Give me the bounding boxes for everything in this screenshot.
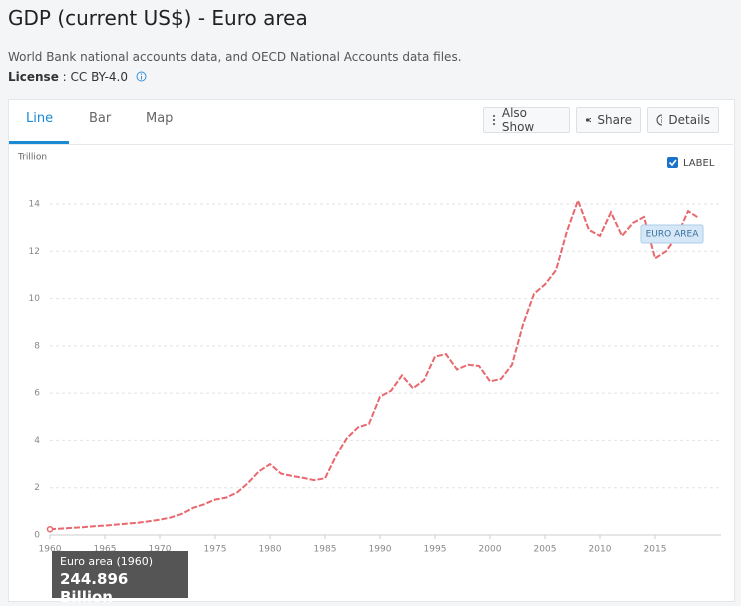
page-title: GDP (current US$) - Euro area — [8, 6, 308, 30]
license: License : CC BY-4.0 — [8, 70, 147, 84]
point — [46, 525, 54, 533]
tooltip: Euro area (1960) 244.896 Billion — [52, 551, 188, 606]
x-tick-label: 1965 — [94, 545, 117, 555]
button-label: Share — [597, 113, 632, 127]
label-toggle-text[interactable]: LABEL — [683, 158, 715, 169]
tooltip-title: Euro area (1960) — [60, 555, 154, 568]
y-tick-label: 8 — [34, 341, 40, 351]
y-tick-label: 10 — [29, 294, 41, 304]
also-show-button[interactable]: Also Show — [483, 106, 570, 134]
tooltip-value: 244.896 Billion — [60, 570, 129, 606]
y-tick-label: 4 — [34, 436, 40, 446]
x-tick-label: 2010 — [589, 545, 612, 555]
license-label: License — [8, 70, 59, 84]
y-tick-label: 12 — [29, 247, 40, 257]
tab-line[interactable]: Line — [26, 111, 54, 126]
x-tick-label: 1980 — [259, 545, 282, 555]
label-checkbox[interactable] — [667, 157, 678, 168]
x-tick-label: 2015 — [644, 545, 667, 555]
tab-indicator — [9, 141, 69, 144]
icon — [585, 117, 592, 123]
tab-divider — [9, 144, 733, 145]
details-button[interactable]: Details — [647, 107, 719, 133]
end-label: EURO AREA — [646, 230, 700, 240]
y-tick-label: 14 — [29, 200, 41, 210]
share-button[interactable]: Share — [576, 107, 641, 133]
button-label: Details — [668, 113, 710, 127]
y-axis-unit: Trillion — [17, 153, 47, 163]
icon — [493, 115, 495, 125]
x-tick-label: 1985 — [314, 545, 337, 555]
tab-bar[interactable]: Bar — [89, 111, 112, 126]
x-tick-label: 1960 — [39, 545, 62, 555]
x-tick-label: 2000 — [479, 545, 502, 555]
source-note: World Bank national accounts data, and O… — [8, 50, 462, 64]
license-value: : CC BY-4.0 — [62, 70, 128, 84]
button-label: Also Show — [501, 106, 535, 134]
tab-map[interactable]: Map — [146, 111, 174, 126]
x-tick-label: 1995 — [424, 545, 447, 555]
line — [49, 197, 700, 531]
y-tick-label: 6 — [34, 389, 40, 399]
icon — [656, 114, 663, 126]
x-tick-label: 1990 — [369, 545, 392, 555]
y-tick-label: 2 — [34, 483, 40, 493]
x-tick-label: 2005 — [534, 545, 557, 555]
x-tick-label: 1970 — [149, 545, 172, 555]
chart-card — [8, 99, 735, 602]
x-tick-label: 1975 — [204, 545, 227, 555]
y-tick-label: 0 — [34, 531, 40, 541]
end-label-box — [640, 224, 704, 244]
info-icon[interactable] — [136, 71, 147, 82]
checkmark — [668, 159, 677, 167]
